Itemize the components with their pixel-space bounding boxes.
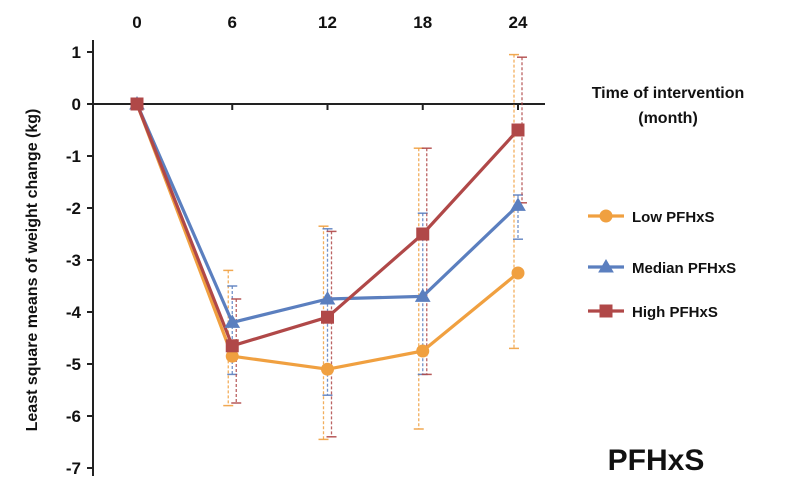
- x-axis-title-line1: Time of intervention: [592, 85, 745, 102]
- y-tick-labels: 1 0 -1 -2 -3 -4 -5 -6 -7: [66, 43, 82, 478]
- y-tick-label: -7: [66, 459, 81, 478]
- data-point-marker: [321, 310, 334, 324]
- y-tick-label: -4: [66, 303, 82, 322]
- legend: Low PFHxS Median PFHxS High PFHxS: [588, 209, 736, 321]
- data-point-marker: [130, 97, 144, 111]
- y-tick-label: -6: [66, 407, 81, 426]
- y-tick-label: -1: [66, 147, 81, 166]
- x-tick-label: 6: [228, 13, 237, 32]
- data-point-marker: [510, 197, 526, 211]
- x-tick-label: 18: [413, 13, 432, 32]
- error-bars: [223, 53, 527, 441]
- data-point-marker: [416, 227, 430, 241]
- legend-marker: [599, 304, 613, 318]
- legend-marker: [598, 259, 614, 273]
- x-tick-label: 24: [509, 13, 528, 32]
- data-point-marker: [321, 362, 334, 376]
- x-tick-label: 0: [132, 13, 141, 32]
- panel-annotation: PFHxS: [608, 444, 705, 477]
- y-axis-title-group: Least square means of weight change (kg): [24, 109, 41, 432]
- series-markers: [129, 96, 526, 376]
- legend-label: Median PFHxS: [632, 260, 736, 277]
- data-point-marker: [224, 314, 241, 328]
- x-axis-title-line2: (month): [638, 110, 698, 127]
- legend-label: Low PFHxS: [632, 209, 715, 226]
- y-tick-label: -3: [66, 251, 81, 270]
- x-axis-title-group: Time of intervention (month): [592, 85, 745, 127]
- y-tick-label: -2: [66, 199, 81, 218]
- axes: [87, 40, 545, 476]
- y-tick-label: -5: [66, 355, 81, 374]
- data-point-marker: [319, 291, 336, 305]
- data-point-marker: [414, 288, 431, 302]
- x-tick-labels: 0 6 12 18 24: [132, 13, 528, 32]
- y-axis-title: Least square means of weight change (kg): [24, 109, 41, 432]
- data-point-marker: [511, 266, 525, 280]
- legend-marker: [599, 209, 613, 223]
- data-point-marker: [511, 123, 525, 137]
- y-tick-label: 1: [72, 43, 81, 62]
- data-point-marker: [225, 339, 239, 353]
- data-point-marker: [416, 344, 430, 358]
- legend-label: High PFHxS: [632, 304, 718, 321]
- x-tick-label: 12: [318, 13, 337, 32]
- y-tick-label: 0: [72, 95, 81, 114]
